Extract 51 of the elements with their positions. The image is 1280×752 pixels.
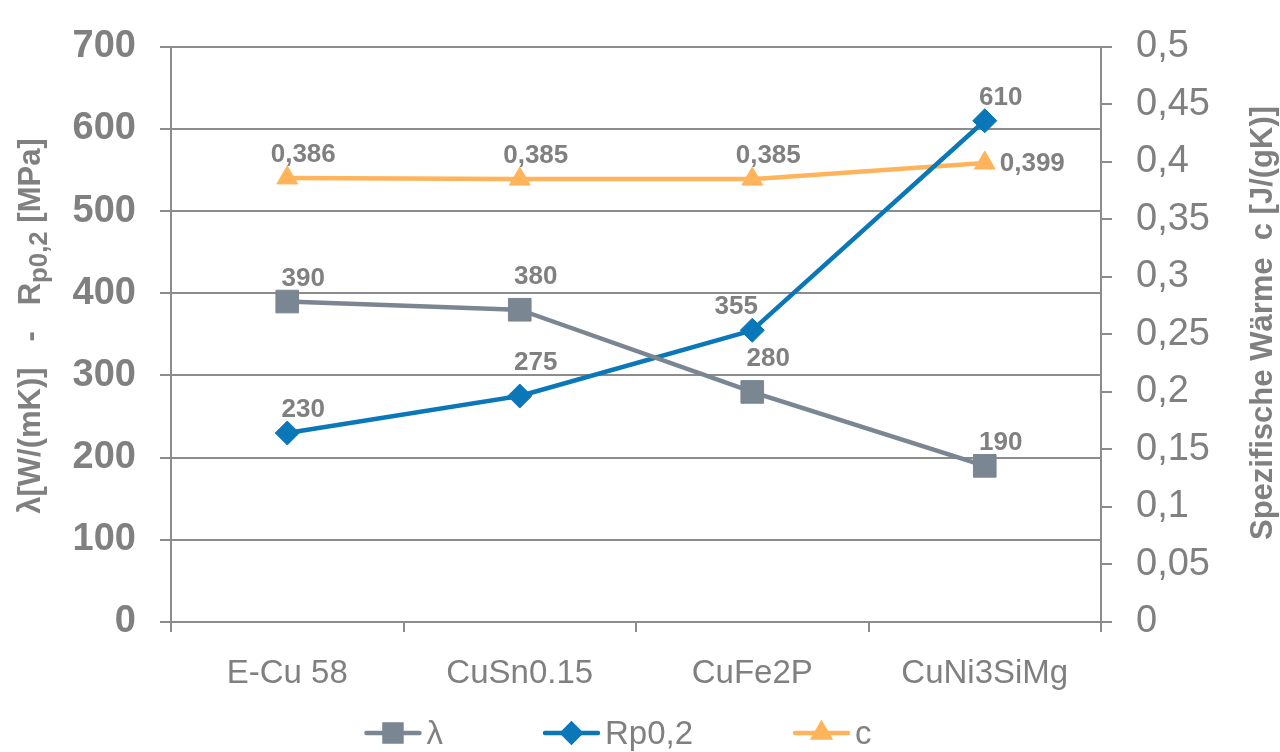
y2-tick-label: 0,1: [1136, 483, 1189, 526]
y2-tick-label: 0,15: [1136, 425, 1210, 468]
point: [507, 383, 533, 409]
point: [508, 166, 531, 186]
y-tick-label: 400: [72, 269, 136, 312]
data-label: 0,399: [999, 146, 1065, 177]
point: [507, 297, 532, 322]
x-tick-label: CuFe2P: [691, 652, 813, 690]
point: [741, 166, 764, 186]
x-tick-label: E-Cu 58: [226, 652, 348, 690]
data-label: 275: [514, 346, 558, 377]
data-label: 610: [979, 80, 1023, 111]
y2-tick-label: 0,4: [1136, 138, 1189, 181]
y2-tick-label: 0,3: [1136, 253, 1189, 296]
point: [274, 420, 300, 446]
data-label: 390: [281, 261, 325, 292]
y-tick-label: 700: [72, 23, 136, 66]
point: [972, 108, 998, 134]
point: [973, 150, 996, 170]
point: [276, 165, 299, 185]
y-tick-label: 200: [72, 434, 136, 477]
y-tick-label: 600: [72, 105, 136, 148]
point: [739, 317, 765, 343]
legend-label: λ: [426, 714, 444, 752]
y2-axis-title: Spezifische Wärme c [J/(gK)]: [1243, 105, 1280, 541]
y-tick-label: 300: [72, 351, 136, 394]
point: [740, 380, 765, 404]
legend-label: Rp0,2: [604, 714, 694, 752]
legend-label: c: [855, 714, 872, 752]
x-tick-label: CuSn0.15: [446, 652, 594, 690]
data-label: 0,386: [270, 137, 336, 168]
data-label: 0,385: [503, 139, 569, 170]
y2-tick-label: 0: [1136, 598, 1158, 641]
data-label: 280: [746, 341, 790, 372]
y-tick-label: 500: [72, 187, 136, 230]
y2-tick-label: 0,05: [1136, 540, 1210, 583]
y2-tick-label: 0,25: [1136, 310, 1210, 353]
data-label: 230: [281, 393, 325, 424]
y-tick-label: 0: [114, 598, 136, 641]
point: [275, 289, 300, 314]
y2-tick-label: 0,2: [1136, 368, 1189, 411]
data-label: 355: [714, 290, 758, 321]
y2-tick-label: 0,45: [1136, 80, 1210, 123]
data-label: 0,385: [735, 139, 801, 170]
y-tick-label: 100: [72, 516, 136, 559]
y2-tick-label: 0,5: [1136, 23, 1189, 66]
y2-tick-label: 0,35: [1136, 195, 1210, 238]
data-label: 380: [514, 259, 558, 290]
x-tick-label: CuNi3SiMg: [901, 652, 1069, 690]
data-label: 190: [979, 425, 1023, 456]
point: [972, 454, 997, 478]
